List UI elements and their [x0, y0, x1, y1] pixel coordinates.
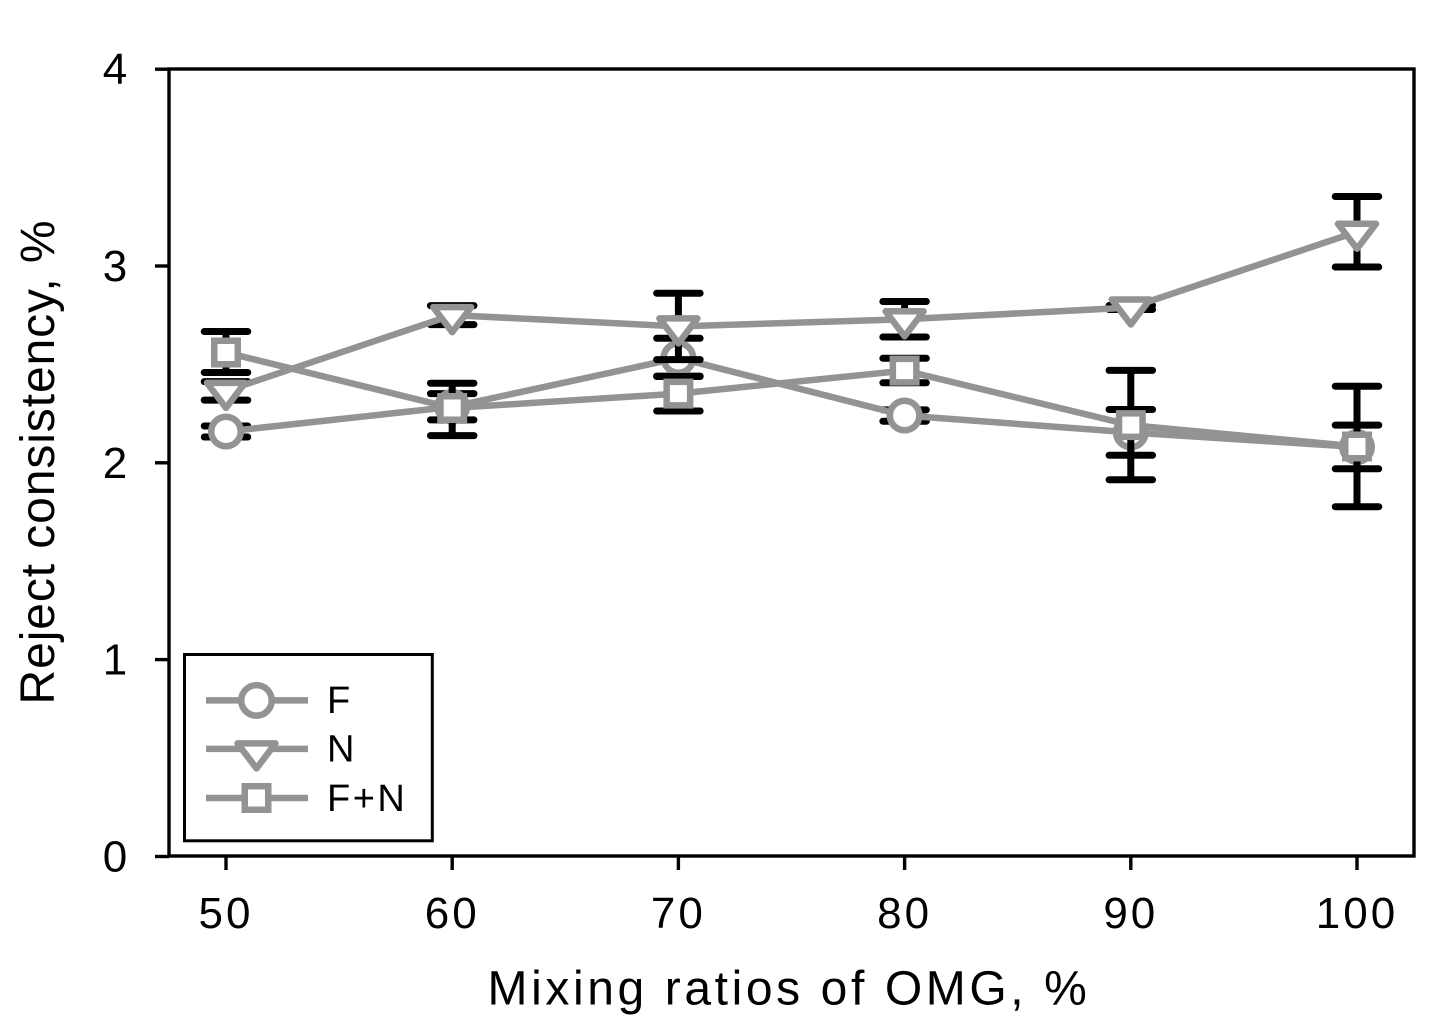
svg-text:100: 100 — [1316, 889, 1398, 938]
svg-text:2: 2 — [103, 439, 130, 488]
svg-text:90: 90 — [1103, 889, 1158, 938]
svg-text:70: 70 — [651, 889, 706, 938]
svg-text:Reject consistency, %: Reject consistency, % — [12, 220, 65, 705]
svg-text:N: N — [327, 729, 357, 771]
svg-text:F: F — [327, 680, 353, 722]
svg-text:Mixing ratios of OMG, %: Mixing ratios of OMG, % — [488, 963, 1091, 1016]
svg-text:3: 3 — [103, 242, 130, 291]
svg-text:50: 50 — [199, 889, 254, 938]
svg-text:80: 80 — [877, 889, 932, 938]
svg-text:F+N: F+N — [327, 778, 407, 820]
svg-text:4: 4 — [103, 45, 130, 94]
svg-text:60: 60 — [425, 889, 480, 938]
svg-text:0: 0 — [103, 833, 130, 882]
svg-text:1: 1 — [103, 636, 130, 685]
